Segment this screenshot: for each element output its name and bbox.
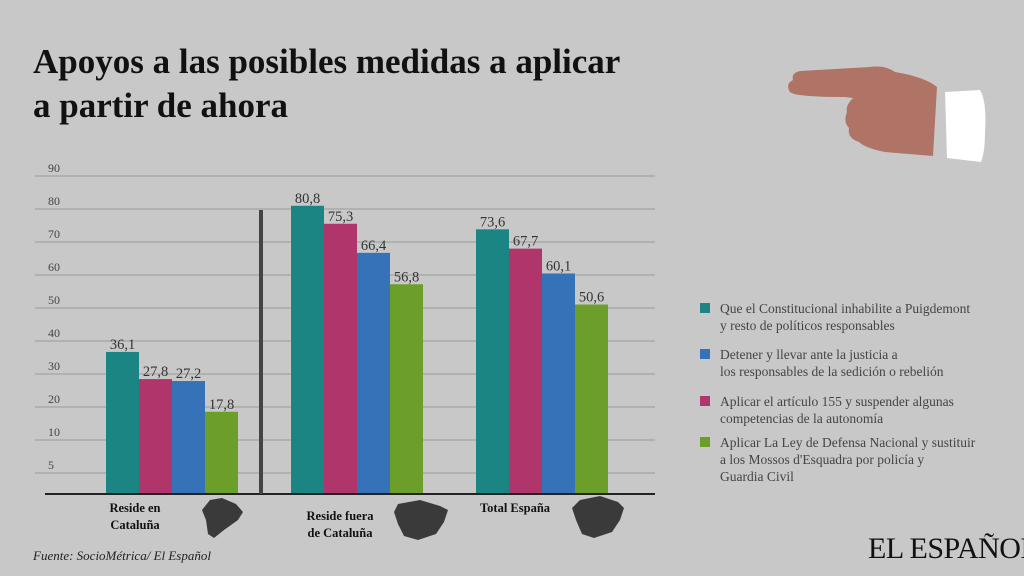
legend-swatch: [700, 396, 710, 406]
bar-value-label: 27,2: [176, 366, 201, 382]
y-tick-label: 30: [48, 359, 60, 373]
bar: [139, 379, 172, 494]
bar-value-label: 50,6: [579, 290, 604, 306]
bar-value-label: 67,7: [513, 234, 538, 250]
bar: [509, 248, 542, 494]
y-tick-label: 70: [48, 227, 60, 241]
legend-text: Que el Constitucional inhabilite a Puigd…: [720, 301, 971, 316]
category-label-total: Total España: [460, 500, 570, 517]
y-tick-label: 60: [48, 260, 60, 274]
y-tick-label: 20: [48, 392, 60, 406]
category-label-fuera: Reside fuera de Cataluña: [285, 508, 395, 542]
bar-value-label: 73,6: [480, 214, 505, 230]
bar: [390, 284, 423, 494]
title-line-2: a partir de ahora: [33, 86, 289, 125]
legend-swatch: [700, 437, 710, 447]
legend-text: los responsables de la sedición o rebeli…: [720, 364, 944, 379]
spain-map-icon: [394, 500, 448, 540]
category-label-line: Reside fuera: [306, 509, 374, 523]
y-tick-label: 5: [48, 458, 54, 472]
bar-value-label: 75,3: [328, 209, 353, 225]
legend-item: Aplicar el artículo 155 y suspender algu…: [700, 393, 1020, 427]
bar-value-label: 27,8: [143, 364, 168, 380]
bar: [205, 411, 238, 494]
legend-text: Guardia Civil: [720, 469, 794, 484]
title-line-1: Apoyos a las posibles medidas a aplicar: [33, 42, 621, 81]
bar-value-label: 56,8: [394, 269, 419, 285]
legend-swatch: [700, 303, 710, 313]
legend-text: Detener y llevar ante la justicia a: [720, 347, 898, 362]
legend-swatch: [700, 349, 710, 359]
legend-text: y resto de políticos responsables: [720, 318, 895, 333]
y-tick-label: 10: [48, 425, 60, 439]
pointing-hand-icon: [788, 66, 986, 162]
bar-value-label: 60,1: [546, 258, 571, 274]
bar: [357, 252, 390, 494]
bar: [291, 205, 324, 494]
category-label-line: Cataluña: [110, 518, 160, 532]
y-tick-label: 50: [48, 293, 60, 307]
bar: [476, 229, 509, 494]
bar: [575, 304, 608, 494]
legend-text: Aplicar La Ley de Defensa Nacional y sus…: [720, 435, 976, 450]
legend-item: Que el Constitucional inhabilite a Puigd…: [700, 300, 1020, 334]
bar-value-label: 36,1: [110, 337, 135, 353]
spain-map-icon: [572, 496, 624, 538]
legend-text: competencias de la autonomía: [720, 411, 884, 426]
category-label-line: Reside en: [109, 501, 161, 515]
bar: [106, 351, 139, 494]
legend-text: Aplicar el artículo 155 y suspender algu…: [720, 394, 954, 409]
legend-item: Detener y llevar ante la justicia a los …: [700, 346, 1020, 380]
bar: [542, 273, 575, 494]
bar-value-label: 80,8: [295, 191, 320, 207]
category-label-line: Total España: [479, 501, 551, 515]
category-label-cataluna: Reside en Cataluña: [85, 500, 185, 534]
el-espanol-logo: EL ESPAÑOL: [868, 532, 1024, 565]
source-note: Fuente: SocioMétrica/ El Español: [33, 548, 211, 563]
bar: [324, 223, 357, 495]
catalonia-map-icon: [202, 498, 243, 538]
legend-item: Aplicar La Ley de Defensa Nacional y sus…: [700, 434, 1020, 485]
legend-text: a los Mossos d'Esquadra por policía y: [720, 452, 925, 467]
bar-value-label: 66,4: [361, 238, 387, 254]
category-label-line: de Cataluña: [307, 526, 373, 540]
bar-value-label: 17,8: [209, 397, 234, 413]
y-tick-label: 80: [48, 194, 60, 208]
y-tick-label: 40: [48, 326, 60, 340]
y-tick-label: 90: [48, 161, 60, 175]
chart-title: Apoyos a las posibles medidas a aplicar …: [33, 40, 620, 128]
bar: [172, 381, 205, 494]
